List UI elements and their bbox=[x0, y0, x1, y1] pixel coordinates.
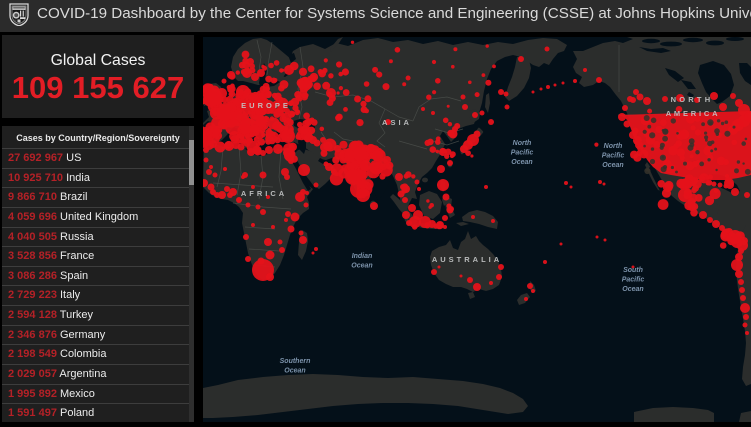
svg-text:Pacific: Pacific bbox=[622, 277, 645, 284]
svg-text:NORTH: NORTH bbox=[671, 95, 714, 104]
svg-text:South: South bbox=[623, 267, 643, 274]
svg-text:Ocean: Ocean bbox=[351, 263, 372, 270]
svg-text:AFRICA: AFRICA bbox=[241, 189, 287, 198]
svg-text:Pacific: Pacific bbox=[602, 153, 625, 160]
svg-text:North: North bbox=[604, 143, 623, 150]
svg-text:Southern: Southern bbox=[280, 358, 311, 365]
svg-text:Pacific: Pacific bbox=[511, 150, 534, 157]
svg-text:ASIA: ASIA bbox=[382, 118, 412, 127]
svg-text:AUSTRALIA: AUSTRALIA bbox=[432, 255, 502, 264]
svg-text:Ocean: Ocean bbox=[602, 162, 623, 169]
svg-text:North: North bbox=[513, 140, 532, 147]
svg-text:EUROPE: EUROPE bbox=[241, 101, 291, 110]
svg-text:Ocean: Ocean bbox=[622, 286, 643, 293]
svg-text:AMERICA: AMERICA bbox=[666, 109, 721, 118]
svg-text:Ocean: Ocean bbox=[511, 159, 532, 166]
svg-text:Ocean: Ocean bbox=[284, 368, 305, 375]
svg-text:Indian: Indian bbox=[352, 253, 373, 260]
